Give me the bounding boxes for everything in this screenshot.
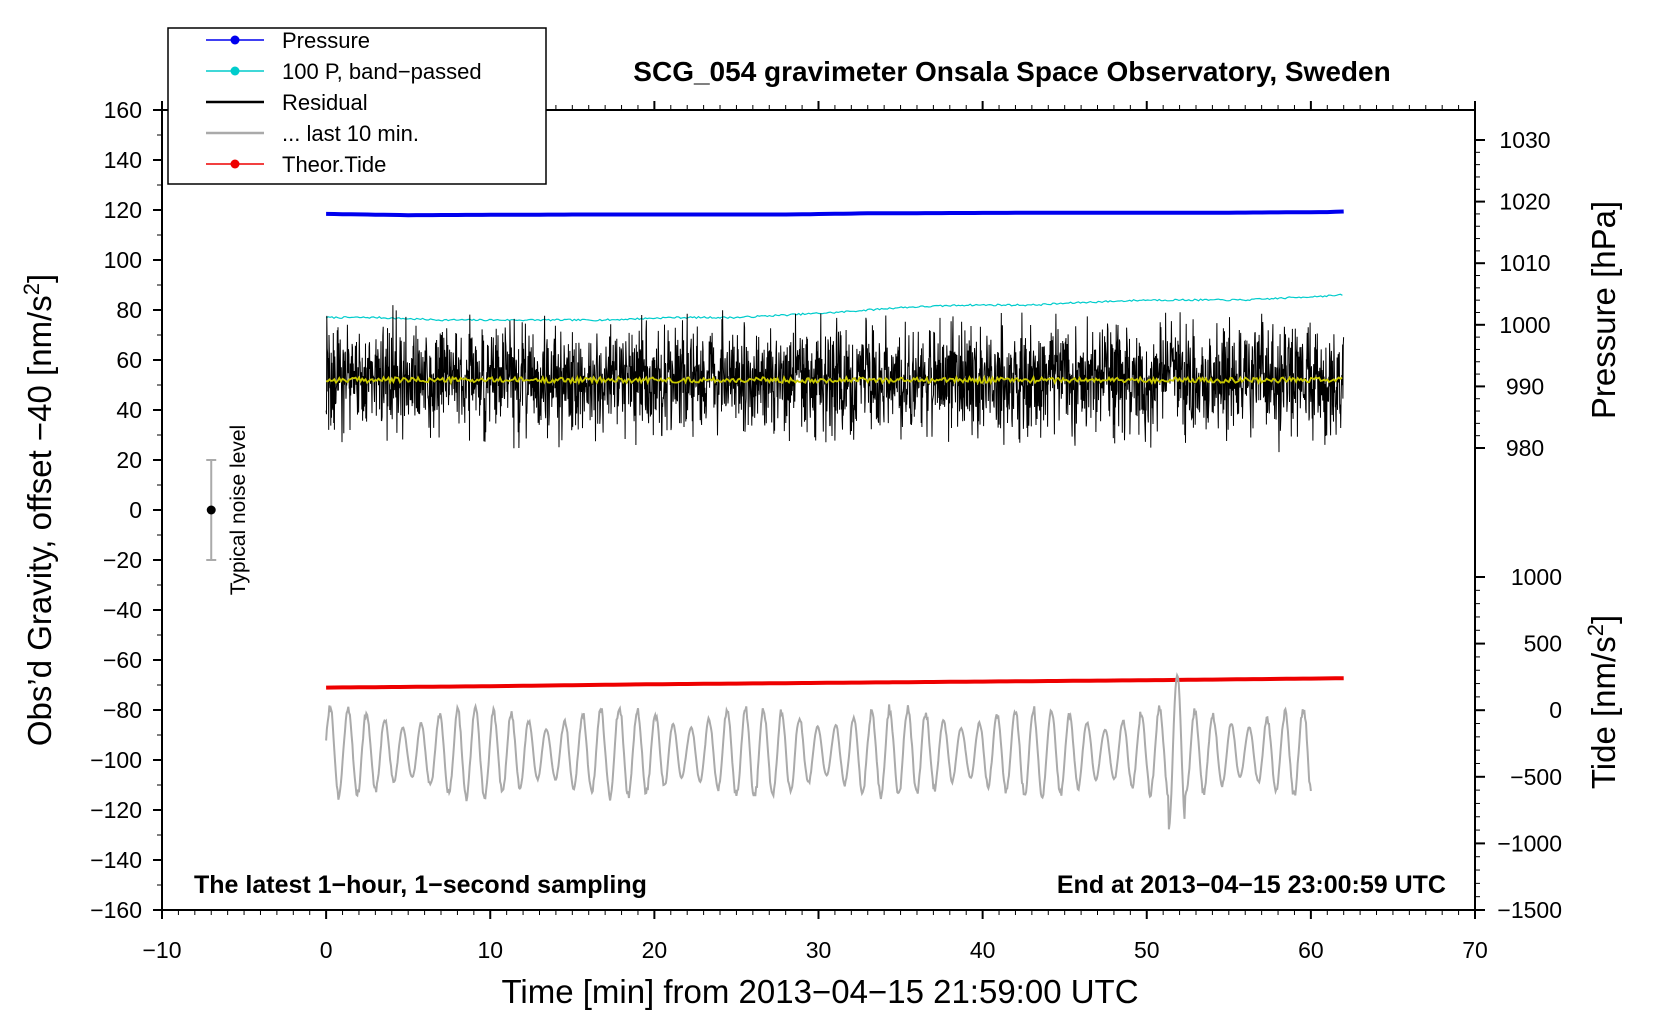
x-axis-title: Time [min] from 2013−04−15 21:59:00 UTC [501,973,1138,1010]
y-tick-label: 80 [116,297,142,323]
series-pressure [326,209,1344,218]
tide-tick-label: −500 [1510,764,1562,790]
y-tick-label: −80 [103,697,142,723]
tide-tick-label: −1500 [1497,897,1562,923]
tide-tick-label: −1000 [1497,830,1562,856]
x-tick-label: 20 [642,937,668,963]
pressure-tick-label: 1030 [1499,127,1550,153]
y-tick-label: −40 [103,597,142,623]
x-tick-label: 60 [1298,937,1324,963]
noise-level-indicator: Typical noise level [206,425,250,595]
legend-label: Pressure [282,28,370,53]
series-theoretical-tide [326,676,1344,690]
x-tick-label: 30 [806,937,832,963]
y-axis-title-tide: Tide [nm/s2] [1583,615,1622,789]
pressure-tick-label: 980 [1506,435,1544,461]
series-residual [325,305,1345,453]
legend-box [167,27,547,185]
y-tick-label: −120 [90,797,142,823]
x-tick-label: 0 [320,937,333,963]
y-tick-label: 160 [104,97,142,123]
x-tick-label: 70 [1462,937,1488,963]
pressure-tick-label: 1010 [1499,250,1550,276]
legend-label: 100 P, band−passed [282,59,482,84]
y-tick-label: 100 [104,247,142,273]
y-tick-label: 20 [116,447,142,473]
noise-center-dot [206,505,216,515]
legend-label: Theor.Tide [282,152,386,177]
legend-label: ... last 10 min. [282,121,419,146]
chart-title: SCG_054 gravimeter Onsala Space Observat… [633,56,1390,87]
pressure-tick-label: 1000 [1499,312,1550,338]
y-tick-label: 40 [116,397,142,423]
y-tick-label: 60 [116,347,142,373]
y-tick-label: −60 [103,647,142,673]
y-tick-label: −100 [90,747,142,773]
y-tick-label: 120 [104,197,142,223]
series-band-passed-pressure [325,293,1343,322]
y-tick-label: −20 [103,547,142,573]
tick-labels: −10 0 10 20 30 40 50 60 70160140120100806040200−… [90,97,1562,963]
y-tick-label: −160 [90,897,142,923]
data-traces [325,209,1345,830]
legend-label: Residual [282,90,368,115]
x-tick-label: 40 [970,937,996,963]
series-last-10-min [325,672,1312,830]
legend-marker [230,66,240,76]
y-tick-label: 0 [129,497,142,523]
tide-tick-label: 500 [1524,631,1562,657]
tide-tick-label: 1000 [1511,564,1562,590]
y-axis-title-pressure: Pressure [hPa] [1585,201,1622,419]
legend: Pressure 100 P, band−passed Residual ... la… [167,27,547,185]
axis-ticks [153,101,1485,919]
x-tick-label: −10 [142,937,181,963]
legend-marker [230,35,240,45]
y-axis-title-left: Obs’d Gravity, offset −40 [nm/s2] [19,274,58,746]
legend-marker [230,159,240,169]
noise-level-label: Typical noise level [227,425,250,595]
tide-tick-label: 0 [1549,697,1562,723]
pressure-tick-label: 1020 [1499,189,1550,215]
note-sampling: The latest 1−hour, 1−second sampling [194,871,647,899]
note-end-time: End at 2013−04−15 23:00:59 UTC [1057,871,1446,899]
y-tick-label: 140 [104,147,142,173]
pressure-tick-label: 990 [1506,373,1544,399]
y-tick-label: −140 [90,847,142,873]
series-residual-smoothed [326,374,1343,386]
x-tick-label: 50 [1134,937,1160,963]
x-tick-label: 10 [477,937,503,963]
